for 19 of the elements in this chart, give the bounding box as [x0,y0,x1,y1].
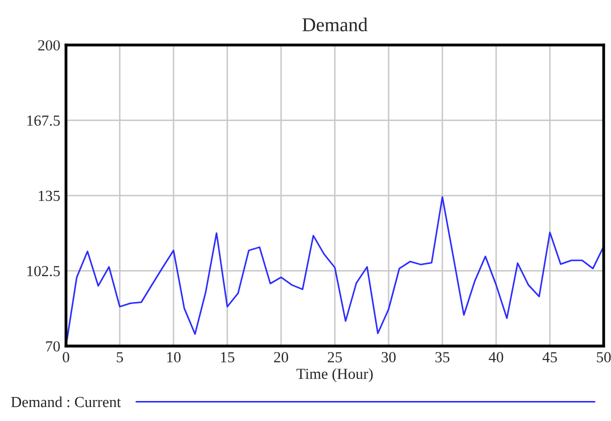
y-tick-label: 200 [38,40,60,50]
x-tick-label: 20 [274,352,288,362]
chart-title: Demand [302,18,368,32]
y-tick-label: 102.5 [27,266,60,276]
x-tick-label: 30 [382,352,396,362]
y-tick-label: 167.5 [27,115,60,126]
x-tick-label: 50 [596,352,611,362]
x-tick-label: 5 [116,352,123,362]
x-tick-label: 45 [542,352,557,362]
x-tick-label: 0 [62,352,70,362]
y-tick-label: 70 [46,341,60,352]
text: Demand : Current [11,396,121,408]
x-tick-label: 25 [328,352,342,362]
x-tick-label: 10 [167,352,181,362]
y-tick-label: 135 [38,190,60,202]
x-tick-label: 15 [220,352,234,362]
x-axis-title: Time (Hour) [296,368,373,382]
x-tick-label: 40 [488,352,504,362]
x-tick-label: 35 [435,352,450,362]
